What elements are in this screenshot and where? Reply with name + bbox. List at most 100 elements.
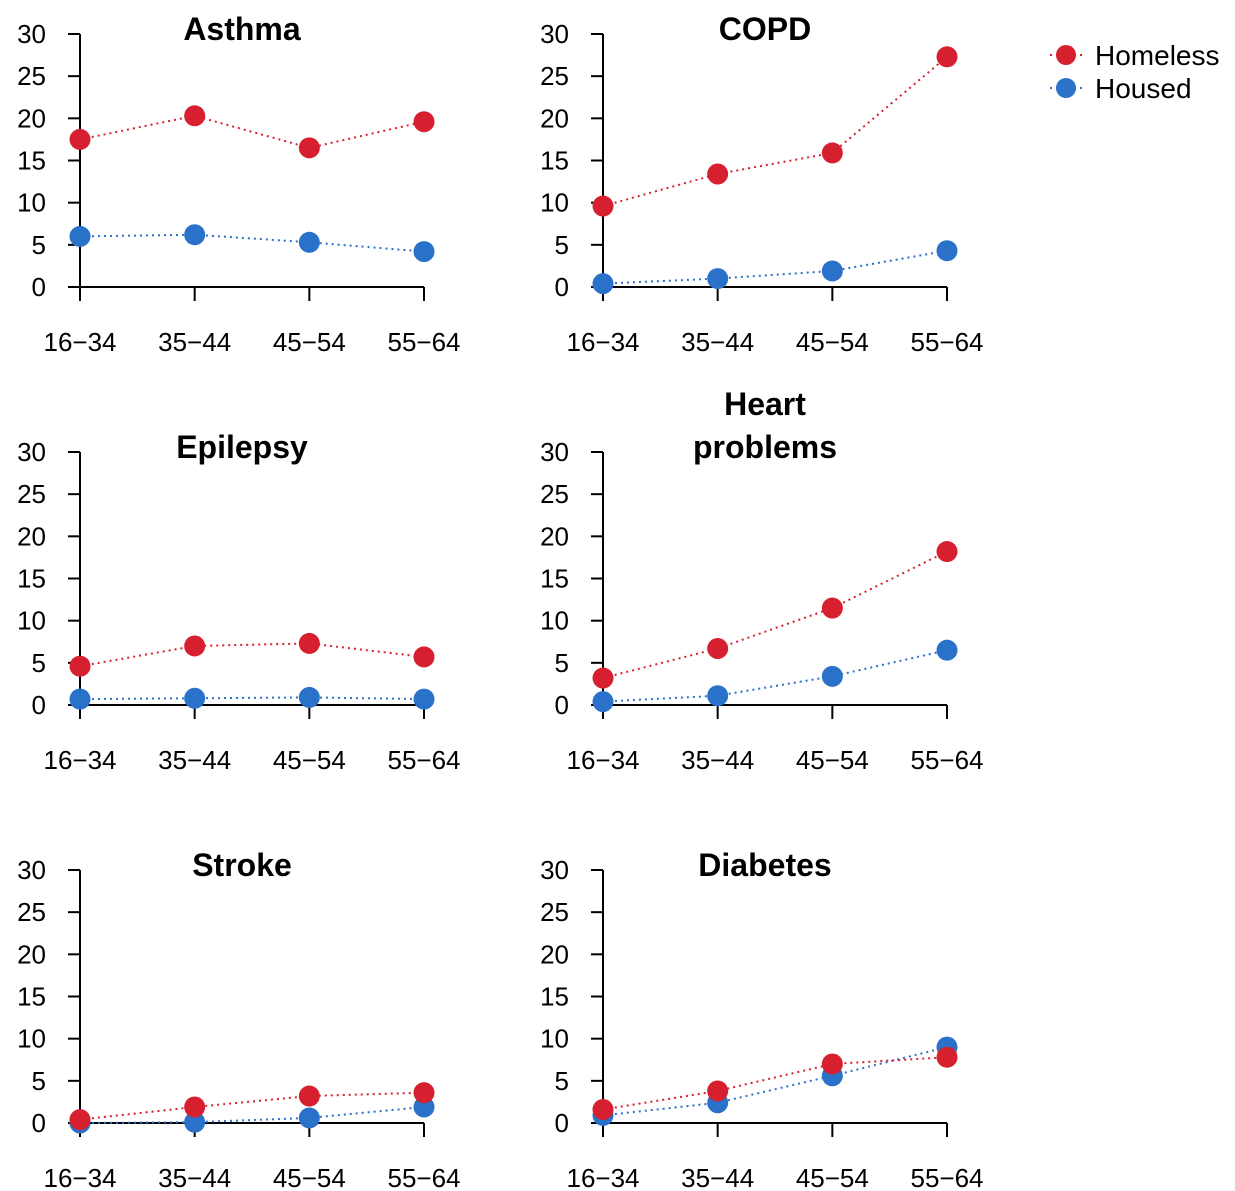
panel-epilepsy-y-tick-label: 5 bbox=[32, 648, 46, 678]
panel-stroke-y-tick-label: 10 bbox=[17, 1024, 46, 1054]
panel-asthma-series-housed-point bbox=[69, 225, 91, 247]
panel-copd-y-tick-label: 15 bbox=[540, 146, 569, 176]
panel-copd-x-tick-label: 16−34 bbox=[566, 327, 639, 357]
panel-copd-series-housed-point bbox=[707, 268, 729, 290]
panel-heart-problems-y-tick-label: 15 bbox=[540, 564, 569, 594]
panel-epilepsy-y-tick-label: 0 bbox=[32, 690, 46, 720]
panel-copd-series-housed-point bbox=[592, 273, 614, 295]
legend-label-housed: Housed bbox=[1095, 73, 1192, 104]
panel-heart-problems-series-homeless-point bbox=[707, 637, 729, 659]
panel-asthma-title: Asthma bbox=[183, 11, 301, 47]
panel-epilepsy-y-tick-label: 25 bbox=[17, 479, 46, 509]
legend-entry-housed: Housed bbox=[1050, 73, 1192, 104]
panel-diabetes-y-tick-label: 20 bbox=[540, 939, 569, 969]
panel-copd-x-tick-label: 55−64 bbox=[910, 327, 983, 357]
panel-diabetes-y-tick-label: 10 bbox=[540, 1024, 569, 1054]
panel-diabetes-x-tick-label: 16−34 bbox=[566, 1163, 639, 1191]
panel-heart-problems-y-tick-label: 25 bbox=[540, 479, 569, 509]
panel-heart-problems-x-tick-label: 35−44 bbox=[681, 745, 754, 775]
legend-label-homeless: Homeless bbox=[1095, 40, 1219, 71]
panel-epilepsy-series-homeless-point bbox=[69, 655, 91, 677]
panel-diabetes-series-homeless-point bbox=[821, 1053, 843, 1075]
panel-heart-problems-y-tick-label: 0 bbox=[555, 690, 569, 720]
panel-copd: 0 5 10 15 20 25 30 16−34 35−44 45−54 55−64 COPD bbox=[540, 11, 983, 357]
panel-epilepsy-series-homeless-point bbox=[413, 646, 435, 668]
panel-copd-series-housed-line bbox=[602, 249, 948, 285]
panel-heart-problems-x-tick-label: 16−34 bbox=[566, 745, 639, 775]
panel-epilepsy-x-tick-label: 45−54 bbox=[273, 745, 346, 775]
panel-epilepsy-series-housed-point bbox=[184, 687, 206, 709]
panel-heart-problems-series-homeless-point bbox=[821, 597, 843, 619]
panel-copd-y-tick-label: 30 bbox=[540, 19, 569, 49]
panel-asthma-y-tick-label: 15 bbox=[17, 146, 46, 176]
panel-epilepsy-series-housed-point bbox=[69, 688, 91, 710]
panel-asthma-series-housed-point bbox=[413, 241, 435, 263]
panel-copd-series-homeless-point bbox=[936, 46, 958, 68]
panel-diabetes-y-tick-label: 5 bbox=[555, 1066, 569, 1096]
panel-epilepsy-x-tick-label: 16−34 bbox=[43, 745, 116, 775]
panel-asthma-series-homeless-point bbox=[69, 128, 91, 150]
panel-diabetes-x-tick-label: 55−64 bbox=[910, 1163, 983, 1191]
panel-stroke-series-homeless-line bbox=[79, 1091, 425, 1121]
panel-copd-y-tick-label: 25 bbox=[540, 61, 569, 91]
panel-asthma-y-tick-label: 20 bbox=[17, 103, 46, 133]
panel-asthma-series-homeless-point bbox=[184, 105, 206, 127]
panel-epilepsy-x-tick-label: 55−64 bbox=[387, 745, 460, 775]
panel-heart-problems-x-tick-label: 45−54 bbox=[796, 745, 869, 775]
panel-asthma-series-homeless-line bbox=[79, 114, 425, 149]
panel-asthma-y-tick-label: 10 bbox=[17, 188, 46, 218]
panel-asthma-series-housed-point bbox=[184, 224, 206, 246]
panel-stroke-x-tick-label: 55−64 bbox=[387, 1163, 460, 1191]
panel-asthma-y-tick-label: 0 bbox=[32, 272, 46, 302]
panel-stroke-x-tick-label: 45−54 bbox=[273, 1163, 346, 1191]
panel-copd-series-housed-point bbox=[821, 260, 843, 282]
panel-asthma-x-tick-label: 35−44 bbox=[158, 327, 231, 357]
panel-copd-series-homeless-point bbox=[592, 195, 614, 217]
panel-diabetes-y-tick-label: 25 bbox=[540, 897, 569, 927]
panel-stroke-y-tick-label: 30 bbox=[17, 855, 46, 885]
panel-heart-problems-title: problems bbox=[693, 429, 837, 465]
panel-epilepsy-title: Epilepsy bbox=[176, 429, 308, 465]
panel-asthma-y-tick-label: 25 bbox=[17, 61, 46, 91]
panel-diabetes-y-tick-label: 30 bbox=[540, 855, 569, 885]
panel-heart-problems-series-homeless-point bbox=[936, 541, 958, 563]
panel-asthma-y-tick-label: 30 bbox=[17, 19, 46, 49]
panel-stroke-series-housed-line bbox=[79, 1105, 425, 1124]
panel-copd-x-tick-label: 35−44 bbox=[681, 327, 754, 357]
panel-stroke-y-tick-label: 0 bbox=[32, 1108, 46, 1138]
panel-heart-problems-series-housed-point bbox=[592, 691, 614, 713]
panel-copd-y-tick-label: 5 bbox=[555, 230, 569, 260]
panel-heart-problems-x-tick-label: 55−64 bbox=[910, 745, 983, 775]
panel-epilepsy-series-housed-point bbox=[298, 686, 320, 708]
legend: Homeless Housed bbox=[1050, 40, 1219, 104]
panel-heart-problems-series-housed-line bbox=[602, 649, 948, 703]
panel-epilepsy-series-housed-line bbox=[79, 696, 425, 701]
panel-stroke-series-housed-point bbox=[298, 1107, 320, 1129]
panel-asthma-x-tick-label: 16−34 bbox=[43, 327, 116, 357]
panel-copd-title: COPD bbox=[719, 11, 811, 47]
panel-copd-series-housed-point bbox=[936, 240, 958, 262]
panel-heart-problems-series-housed-point bbox=[821, 665, 843, 687]
panel-copd-series-homeless-line bbox=[602, 56, 948, 208]
panel-diabetes: 0 5 10 15 20 25 30 16−34 35−44 45−54 55−64 Diabetes bbox=[540, 847, 983, 1191]
panel-epilepsy-series-housed-point bbox=[413, 688, 435, 710]
panel-epilepsy-series-homeless-point bbox=[298, 632, 320, 654]
panel-stroke-series-housed-point bbox=[184, 1111, 206, 1133]
legend-entry-homeless: Homeless bbox=[1050, 40, 1219, 71]
panel-diabetes-x-tick-label: 35−44 bbox=[681, 1163, 754, 1191]
panel-epilepsy-series-homeless-line bbox=[79, 642, 425, 668]
panel-stroke-series-homeless-point bbox=[413, 1082, 435, 1104]
panel-heart-problems-series-housed-point bbox=[936, 639, 958, 661]
panel-heart-problems-y-tick-label: 30 bbox=[540, 437, 569, 467]
panel-heart-problems: 0 5 10 15 20 25 30 16−34 35−44 45−54 55−64 Heart pro… bbox=[540, 386, 983, 775]
panel-heart-problems-series-homeless-point bbox=[592, 667, 614, 689]
panel-copd-y-tick-label: 0 bbox=[555, 272, 569, 302]
panel-diabetes-series-homeless-point bbox=[707, 1080, 729, 1102]
panel-diabetes-series-homeless-point bbox=[592, 1099, 614, 1121]
panel-epilepsy-series-homeless-point bbox=[184, 635, 206, 657]
panel-asthma-x-tick-label: 45−54 bbox=[273, 327, 346, 357]
legend-marker-housed bbox=[1056, 78, 1076, 98]
panel-asthma-series-homeless-point bbox=[413, 111, 435, 133]
panel-asthma: 0 5 10 15 20 25 30 16−34 35−44 45−54 55−64 Asthma bbox=[17, 11, 460, 357]
panel-heart-problems-y-tick-label: 20 bbox=[540, 521, 569, 551]
